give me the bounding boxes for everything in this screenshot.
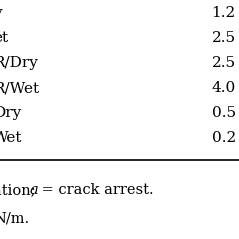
Text: N/m.: N/m. xyxy=(0,212,29,226)
Text: 2.5: 2.5 xyxy=(212,56,236,70)
Text: Wet: Wet xyxy=(0,131,22,146)
Text: 0.2: 0.2 xyxy=(212,131,236,146)
Text: et: et xyxy=(0,31,8,45)
Text: R/Dry: R/Dry xyxy=(0,56,38,70)
Text: a: a xyxy=(30,183,39,197)
Text: R/Wet: R/Wet xyxy=(0,81,39,95)
Text: 1.2: 1.2 xyxy=(212,6,236,20)
Text: 2.5: 2.5 xyxy=(212,31,236,45)
Text: y: y xyxy=(0,6,1,20)
Text: = crack arrest.: = crack arrest. xyxy=(37,183,153,197)
Text: Dry: Dry xyxy=(0,106,21,120)
Text: 4.0: 4.0 xyxy=(212,81,236,95)
Text: 0.5: 0.5 xyxy=(212,106,236,120)
Text: ation;: ation; xyxy=(0,183,40,197)
